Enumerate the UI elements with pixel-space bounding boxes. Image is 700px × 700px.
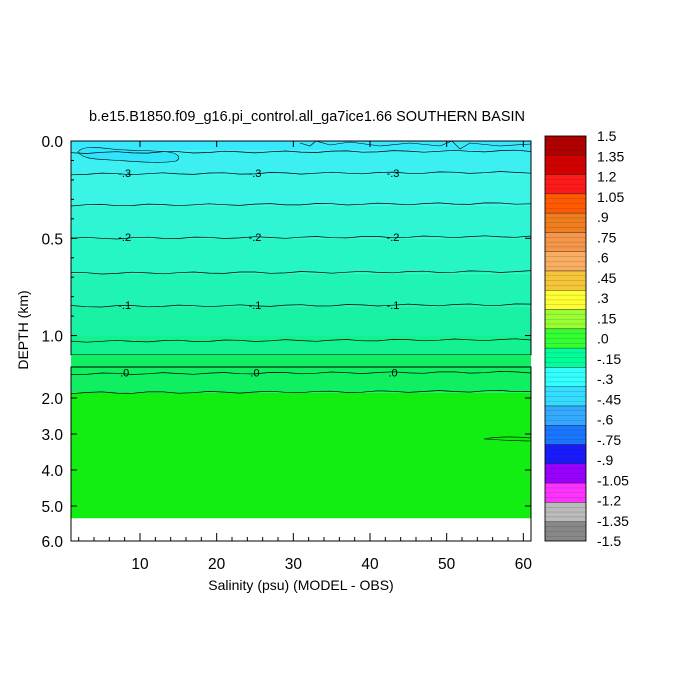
contour-label: -.2: [118, 232, 131, 244]
contour-label: -.1: [118, 300, 131, 312]
contour-label: -.2: [249, 232, 262, 244]
colorbar-label: -1.35: [597, 513, 629, 529]
fill-band-9: [71, 392, 531, 519]
contour-label: .0: [250, 368, 259, 380]
contour-label: .0: [388, 368, 397, 380]
x-axis: 10 20 30 40 50 60: [78, 141, 533, 573]
upper-depth-panel: -.3 -.3 -.3 -.2 -.2 -.2 -.1 -.1 -.1 0.0 0.5 1.0: [41, 134, 532, 356]
contour-line-8: [70, 390, 532, 395]
contour-label: -.3: [387, 168, 400, 180]
y-axis-label: DEPTH (km): [15, 290, 31, 369]
fill-band-3: [71, 205, 531, 239]
colorbar: 1.5 1.35 1.2 1.05 .9 .75 .6 .45 .3 .15 .0 -.15 -.3 -.…: [544, 128, 629, 549]
colorbar-label: -1.5: [597, 533, 621, 549]
colorbar-label: .15: [597, 310, 617, 326]
contour-line-4: [70, 270, 532, 275]
contour-label: -.1: [249, 300, 262, 312]
colorbar-label: .75: [597, 229, 617, 245]
y-tick-label: 2.0: [41, 391, 63, 408]
colorbar-label: 1.05: [597, 189, 624, 205]
x-tick-label: 50: [438, 556, 456, 573]
x-axis-label: Salinity (psu) (MODEL - OBS): [208, 577, 393, 593]
x-tick-label: 10: [131, 556, 149, 573]
contour-line-0: [70, 149, 532, 154]
y-tick-label: 1.0: [41, 329, 63, 346]
colorbar-label: -1.2: [597, 493, 621, 509]
colorbar-label: .0: [597, 331, 609, 347]
colorbar-label: -.75: [597, 432, 621, 448]
contour-line-3: [70, 235, 532, 240]
fill-band-2: [71, 174, 531, 206]
contour-line-1: [70, 171, 532, 176]
colorbar-label: .9: [597, 209, 609, 225]
contour-line-2: [70, 202, 532, 207]
colorbar-label: 1.2: [597, 169, 617, 185]
colorbar-label: 1.35: [597, 148, 624, 164]
surface-pocket-contour: [77, 147, 180, 163]
fill-band-7: [71, 335, 531, 355]
y-tick-label: 5.0: [41, 499, 63, 516]
x-tick-label: 30: [285, 556, 303, 573]
fill-band-1: [71, 150, 531, 175]
lower-panel-frame: [70, 366, 532, 542]
fill-band-6: [71, 306, 531, 336]
colorbar-label: .45: [597, 270, 617, 286]
colorbar-label: -.6: [597, 412, 614, 428]
colorbar-label: -.3: [597, 371, 614, 387]
x-tick-label: 20: [208, 556, 226, 573]
contour-label: -.3: [249, 168, 262, 180]
x-tick-label: 40: [361, 556, 379, 573]
chart-title: b.e15.B1850.f09_g16.pi_control.all_ga7ic…: [89, 109, 525, 125]
colorbar-label: 1.5: [597, 128, 617, 144]
colorbar-label: -.9: [597, 452, 614, 468]
contour-label: -.3: [118, 168, 131, 180]
y-tick-label: 6.0: [41, 534, 63, 551]
contour-line-7: [70, 371, 532, 375]
fill-band-5: [71, 273, 531, 307]
contour-line-5: [70, 303, 532, 308]
colorbar-label: -1.05: [597, 472, 629, 488]
colorbar-label: -.45: [597, 391, 621, 407]
y-tick-label: 3.0: [41, 427, 63, 444]
lower-depth-panel: .0 .0 .0 2.0 3.0 4.0 5.0 6.0: [41, 355, 532, 551]
colorbar-frame: [544, 135, 587, 542]
fill-band-4: [71, 238, 531, 274]
contour-label: -.1: [387, 300, 400, 312]
contour-line-6: [70, 338, 532, 343]
y-tick-label: 0.0: [41, 134, 63, 151]
contour-label: .0: [120, 368, 129, 380]
colorbar-label: .6: [597, 250, 609, 266]
y-tick-label: 4.0: [41, 463, 63, 480]
fill-band-0: [71, 141, 531, 151]
colorbar-label: .3: [597, 290, 609, 306]
contour-label: -.2: [387, 232, 400, 244]
colorbar-label: -.15: [597, 351, 621, 367]
x-tick-label: 60: [515, 556, 533, 573]
y-tick-label: 0.5: [41, 231, 63, 248]
